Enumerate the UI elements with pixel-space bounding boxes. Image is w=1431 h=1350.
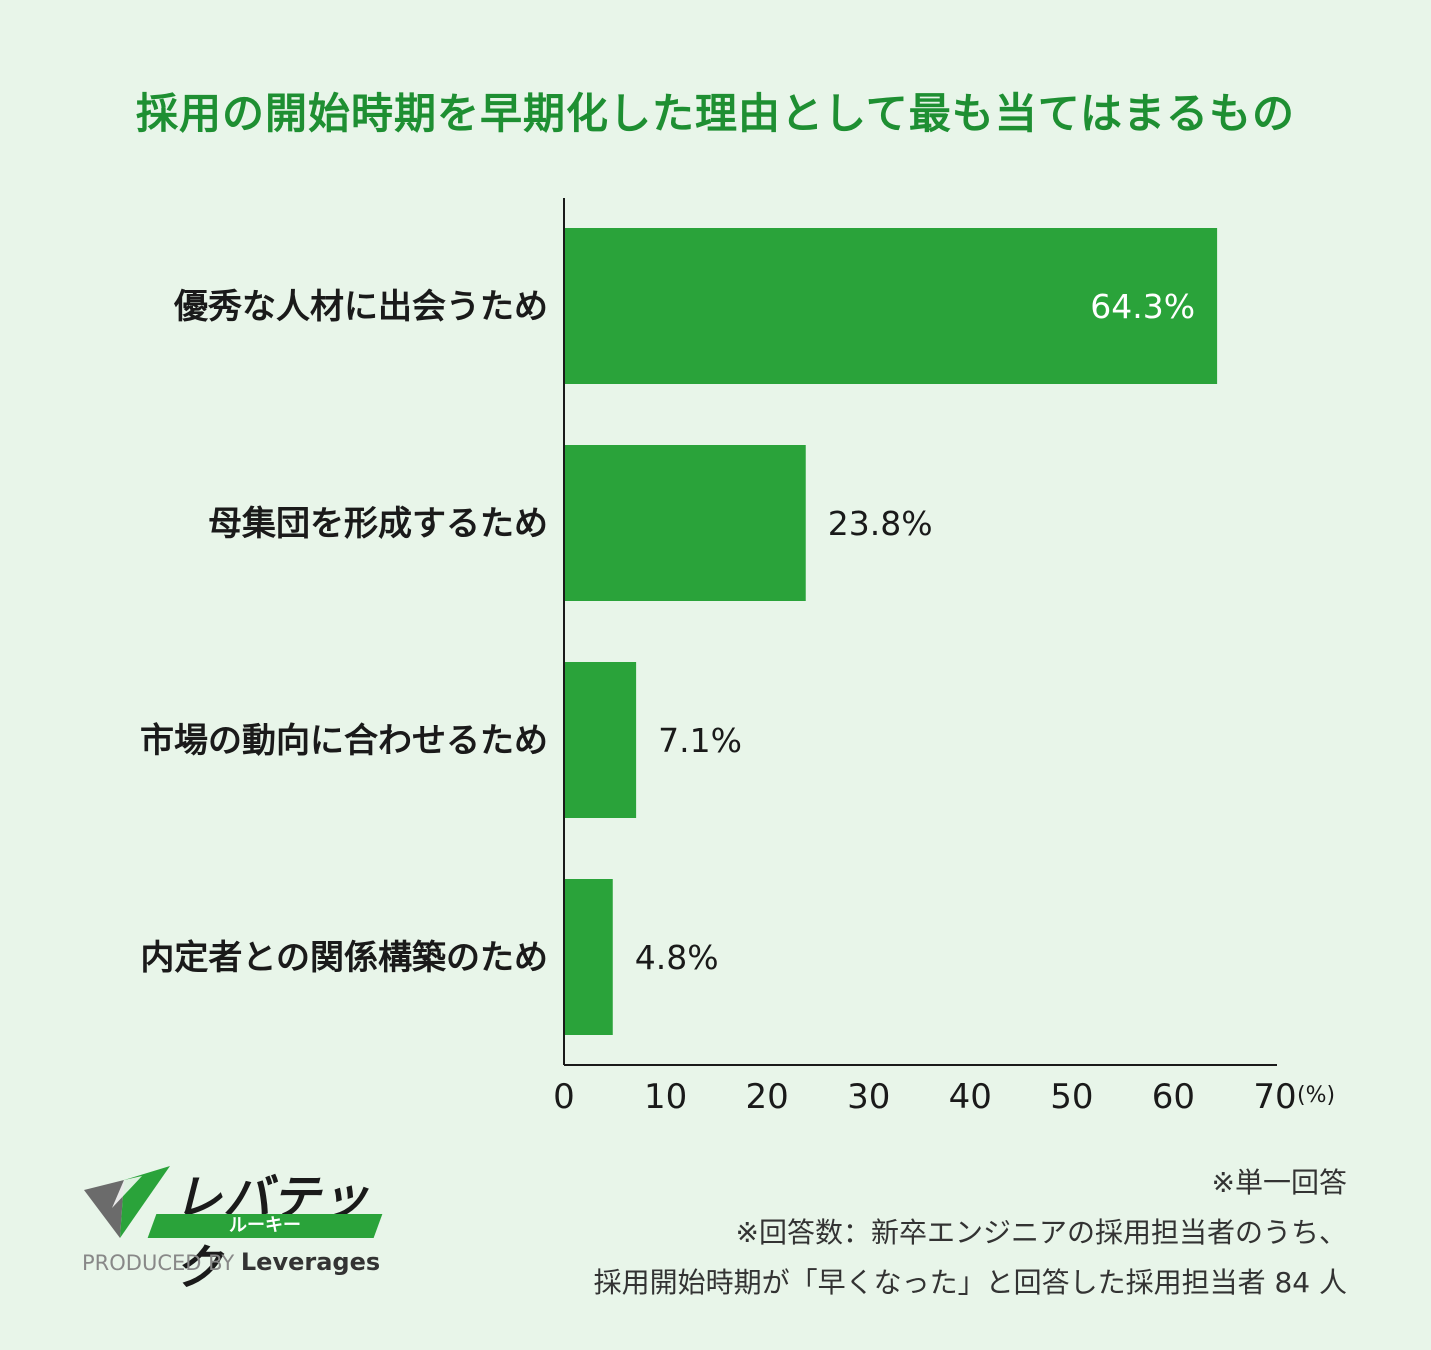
- data-label-0: 64.3%: [1090, 287, 1195, 326]
- x-tick-label-5: 50: [1050, 1077, 1093, 1117]
- x-tick-label-4: 40: [949, 1077, 992, 1117]
- x-axis-unit: (%): [1297, 1083, 1335, 1108]
- x-tick-label-7: 70: [1253, 1077, 1296, 1117]
- logo-sub-text: ルーキー: [229, 1215, 301, 1236]
- category-label-1: 母集団を形成するため: [208, 504, 548, 544]
- x-tick-label-1: 10: [644, 1077, 687, 1117]
- x-tick-label-6: 60: [1152, 1077, 1195, 1117]
- x-tick-label-3: 30: [847, 1077, 890, 1117]
- category-label-2: 市場の動向に合わせるため: [140, 721, 548, 761]
- company-name: Leverages: [240, 1248, 381, 1276]
- x-tick-label-0: 0: [553, 1077, 575, 1117]
- logo-produced-by: PRODUCED BY Leverages: [82, 1248, 380, 1276]
- bar-1: [564, 445, 806, 601]
- produced-by-label: PRODUCED BY: [82, 1251, 235, 1275]
- note-single-answer: ※単一回答: [1211, 1166, 1347, 1199]
- bar-3: [564, 879, 613, 1035]
- data-label-2: 7.1%: [658, 721, 742, 760]
- checkmark-logo-icon: [84, 1166, 170, 1238]
- levtech-rookie-logo: レバテック ルーキー PRODUCED BY Leverages: [82, 1158, 402, 1296]
- logo-sub-band: ルーキー: [147, 1214, 383, 1238]
- bar-2: [564, 662, 637, 818]
- bar-0: [564, 228, 1218, 384]
- x-tick-label-2: 20: [746, 1077, 789, 1117]
- bar-chart: 優秀な人材に出会うため 64.3% 母集団を形成するため 23.8% 市場の動向に合わせ…: [140, 198, 1335, 1117]
- data-label-1: 23.8%: [828, 504, 933, 543]
- footnotes: ※単一回答 ※回答数：新卒エンジニアの採用担当者のうち、 採用開始時期が「早くな…: [594, 1158, 1347, 1308]
- chart-title: 採用の開始時期を早期化した理由として最も当てはまるもの: [136, 89, 1295, 138]
- note-respondents: ※回答数：新卒エンジニアの採用担当者のうち、: [735, 1216, 1347, 1249]
- data-label-3: 4.8%: [635, 938, 719, 977]
- note-respondents-detail: 採用開始時期が「早くなった」と回答した採用担当者 84 人: [593, 1266, 1347, 1299]
- category-label-0: 優秀な人材に出会うため: [173, 287, 548, 327]
- category-label-3: 内定者との関係構築のため: [140, 938, 548, 978]
